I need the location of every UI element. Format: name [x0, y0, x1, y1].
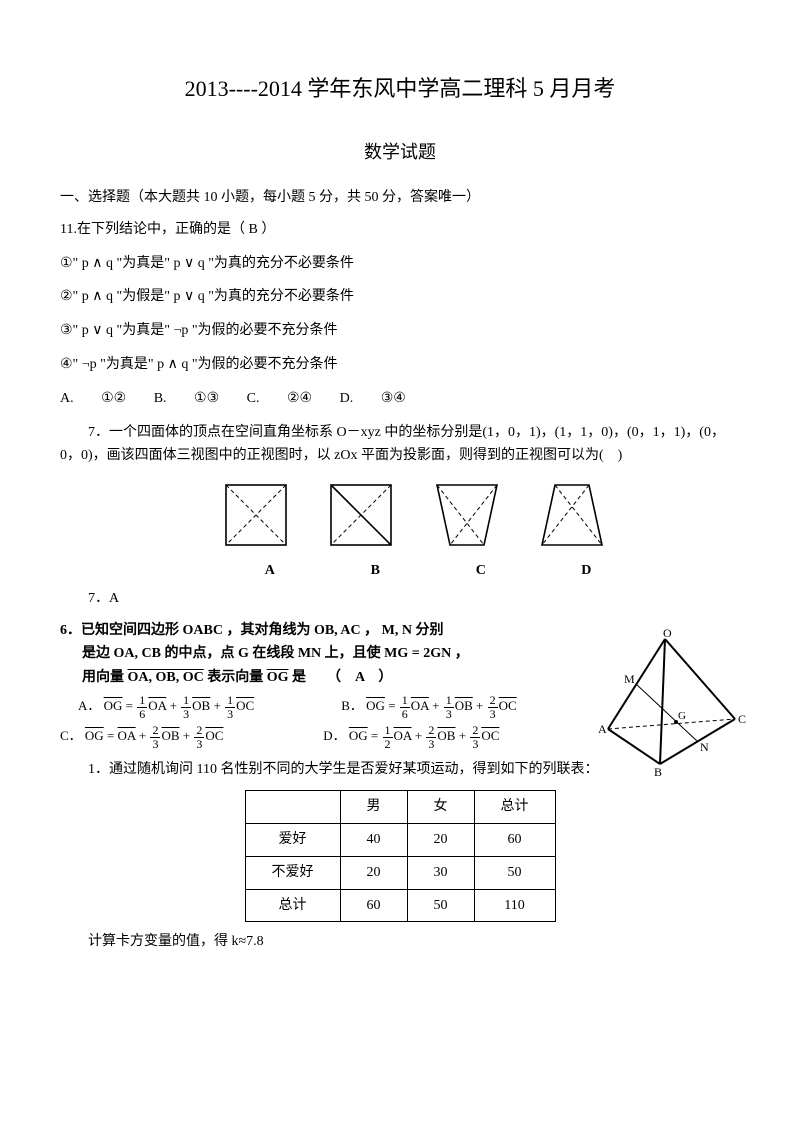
- svg-text:M: M: [624, 672, 635, 686]
- table-cell: 爱好: [245, 823, 340, 856]
- svg-text:B: B: [654, 765, 662, 779]
- page-subtitle: 数学试题: [60, 137, 740, 168]
- q6-opt-d: D． OG = 12OA + 23OB + 23OC: [323, 724, 583, 750]
- q11-stem: 11.在下列结论中，正确的是（ B ）: [60, 218, 740, 242]
- q7-stem: 7．一个四面体的顶点在空间直角坐标系 O－xyz 中的坐标分别是(1，0，1)，…: [60, 421, 740, 469]
- q7-figures: A B C D: [60, 480, 740, 583]
- table-cell: 总计: [474, 791, 555, 824]
- q6-stem-2: 是边 OA, CB 的中点，点 G 在线段 MN 上，且使 MG = 2GN ，: [60, 642, 540, 666]
- svg-text:G: G: [678, 710, 686, 722]
- q7-answer: 7．A: [60, 587, 740, 611]
- q11-s4: ④" ¬p "为真是" p ∧ q "为假的必要不充分条件: [60, 353, 740, 377]
- q7-fig-c: [432, 480, 502, 550]
- table-row: 总计 60 50 110: [245, 889, 555, 922]
- q7-label-a: A: [221, 559, 291, 583]
- page-title: 2013----2014 学年东风中学高二理科 5 月月考: [60, 70, 740, 107]
- svg-text:O: O: [663, 629, 672, 640]
- q6-stem-3: 用向量 OA, OB, OC 表示向量 OG 是 （ A ）: [60, 666, 540, 690]
- q11-opt-d: D. ③④: [340, 391, 406, 406]
- q6-diagram: O A B C M N G: [590, 629, 750, 779]
- table-cell: 110: [474, 889, 555, 922]
- table-cell: 女: [407, 791, 474, 824]
- question-7: 7．一个四面体的顶点在空间直角坐标系 O－xyz 中的坐标分别是(1，0，1)，…: [60, 421, 740, 611]
- q7-label-d: D: [537, 559, 607, 583]
- table-cell: 40: [340, 823, 407, 856]
- q11-s1: ①" p ∧ q "为真是" p ∨ q "为真的充分不必要条件: [60, 252, 740, 276]
- svg-text:N: N: [700, 740, 709, 754]
- svg-text:C: C: [738, 712, 746, 726]
- q11-opt-a: A. ①②: [60, 391, 126, 406]
- q7-label-b: B: [326, 559, 396, 583]
- section-instruction: 一、选择题（本大题共 10 小题，每小题 5 分，共 50 分，答案唯一）: [60, 186, 740, 210]
- table-cell: 50: [407, 889, 474, 922]
- table-cell: 20: [340, 856, 407, 889]
- q11-opt-c: C. ②④: [247, 391, 312, 406]
- q11-s2: ②" p ∧ q "为假是" p ∨ q "为真的充分不必要条件: [60, 285, 740, 309]
- q11-options: A. ①② B. ①③ C. ②④ D. ③④: [60, 387, 740, 411]
- q7-fig-d: [537, 480, 607, 550]
- table-cell: 20: [407, 823, 474, 856]
- table-row: 爱好 40 20 60: [245, 823, 555, 856]
- q7-fig-a: [221, 480, 291, 550]
- svg-text:A: A: [598, 722, 607, 736]
- table-cell: 不爱好: [245, 856, 340, 889]
- q7-label-c: C: [432, 559, 502, 583]
- q11-s3: ③" p ∨ q "为真是" ¬p "为假的必要不充分条件: [60, 319, 740, 343]
- table-cell: 60: [474, 823, 555, 856]
- question-11: 11.在下列结论中，正确的是（ B ） ①" p ∧ q "为真是" p ∨ q…: [60, 218, 740, 411]
- table-cell: [245, 791, 340, 824]
- q6-opt-a: A． OG = 16OA + 13OB + 13OC: [60, 694, 338, 720]
- q6-stem-1: 6．已知空间四边形 OABC ，其对角线为 OB, AC ， M, N 分别: [60, 619, 540, 643]
- q7-fig-b: [326, 480, 396, 550]
- table-cell: 30: [407, 856, 474, 889]
- table-cell: 50: [474, 856, 555, 889]
- question-6: O A B C M N G 6．已知空间四边形 OABC ，其对角线为 OB, …: [60, 619, 740, 751]
- table-row: 不爱好 20 30 50: [245, 856, 555, 889]
- q11-opt-b: B. ①③: [154, 391, 219, 406]
- q6-opt-c: C． OG = OA + 23OB + 23OC: [60, 724, 320, 750]
- table-cell: 60: [340, 889, 407, 922]
- table-row: 男 女 总计: [245, 791, 555, 824]
- table-cell: 男: [340, 791, 407, 824]
- q6-opt-b: B． OG = 16OA + 13OB + 23OC: [341, 694, 601, 720]
- q1-tail: 计算卡方变量的值，得 k≈7.8: [60, 930, 740, 954]
- question-1: 1．通过随机询问 110 名性别不同的大学生是否爱好某项运动，得到如下的列联表：…: [60, 758, 740, 954]
- contingency-table: 男 女 总计 爱好 40 20 60 不爱好 20 30 50 总计 60 50…: [245, 790, 556, 922]
- table-cell: 总计: [245, 889, 340, 922]
